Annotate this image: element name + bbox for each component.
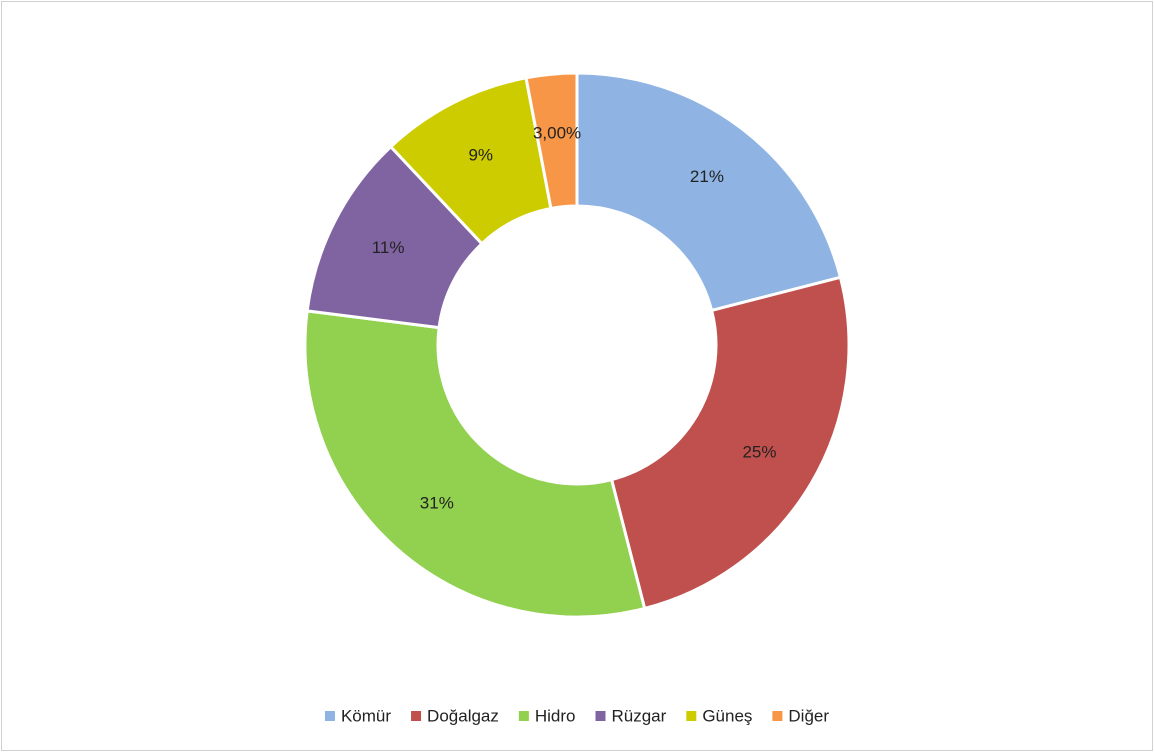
legend-label: Kömür — [341, 706, 391, 725]
data-label: 21% — [690, 167, 724, 186]
donut-slice — [303, 309, 647, 619]
legend-swatch — [411, 711, 422, 721]
donut-slice — [575, 71, 843, 313]
data-label: 25% — [742, 442, 776, 461]
donut-slice — [609, 275, 851, 611]
legend-label: Güneş — [702, 706, 752, 725]
legend-label: Rüzgar — [612, 706, 667, 725]
legend-label: Doğalgaz — [427, 706, 499, 725]
data-label: 9% — [468, 146, 493, 165]
legend-label: Hidro — [535, 706, 576, 725]
data-label: 11% — [372, 238, 405, 257]
legend-swatch — [772, 711, 783, 721]
legend-swatch — [595, 711, 606, 721]
legend-swatch — [518, 711, 529, 721]
legend-swatch — [324, 711, 335, 721]
donut-slice — [524, 71, 579, 211]
data-label: 3,00% — [533, 123, 581, 142]
legend-swatch — [686, 711, 697, 721]
data-label: 31% — [420, 494, 454, 513]
legend-label: Diğer — [788, 706, 829, 725]
